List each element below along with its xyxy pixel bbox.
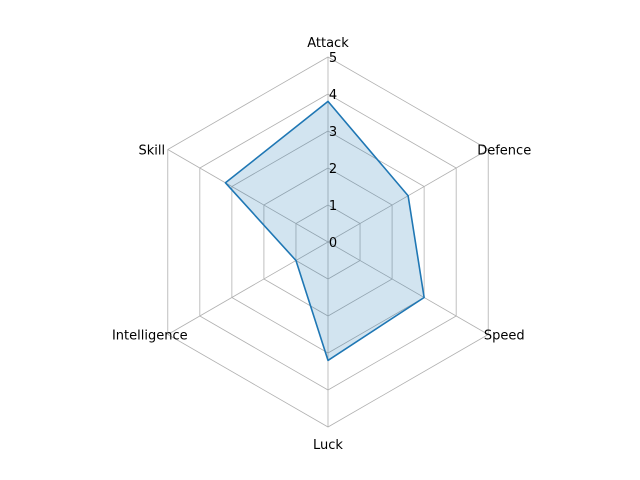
radial-tick-label: 0 (329, 236, 337, 251)
category-label-speed: Speed (484, 329, 525, 344)
category-label-skill: Skill (138, 144, 165, 159)
radar-grid (167, 56, 489, 428)
grid-spoke (167, 149, 329, 243)
radial-tick-label: 3 (329, 125, 337, 140)
radial-tick-label: 5 (329, 51, 337, 66)
radial-tick-label: 1 (329, 199, 337, 214)
radial-tick-label: 2 (329, 162, 337, 177)
category-label-intelligence: Intelligence (112, 329, 188, 344)
radial-tick-label: 4 (329, 88, 337, 103)
grid-spoke (167, 241, 329, 335)
category-label-defence: Defence (477, 144, 531, 159)
grid-spoke (327, 241, 489, 335)
radar-series (224, 100, 425, 362)
series-area (225, 101, 425, 361)
category-label-attack: Attack (307, 36, 349, 51)
category-label-luck: Luck (313, 438, 343, 453)
